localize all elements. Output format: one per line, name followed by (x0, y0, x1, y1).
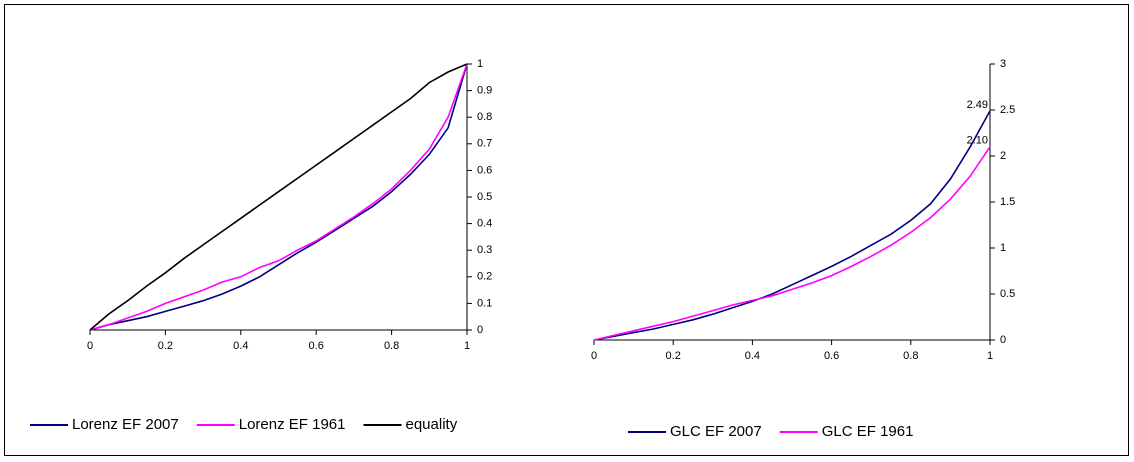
y-tick-label: 0.4 (477, 218, 492, 230)
y-tick-label: 0.7 (477, 138, 492, 150)
x-tick-label: 0 (591, 350, 597, 362)
series-line (593, 146, 991, 341)
x-tick-label: 0 (87, 340, 93, 352)
y-tick-label: 0 (1000, 334, 1006, 346)
x-tick-label: 0.2 (158, 340, 173, 352)
y-tick-label: 1.5 (1000, 196, 1015, 208)
legend-label: GLC EF 1961 (822, 423, 914, 440)
y-tick-label: 2.5 (1000, 104, 1015, 116)
legend-label: GLC EF 2007 (670, 423, 762, 440)
legend-label: Lorenz EF 1961 (239, 416, 346, 433)
x-tick-label: 1 (464, 340, 470, 352)
legend-label: equality (406, 416, 458, 433)
y-tick-label: 3 (1000, 58, 1006, 70)
series-line (89, 63, 468, 331)
x-tick-label: 0.2 (666, 350, 681, 362)
y-tick-label: 0.3 (477, 244, 492, 256)
chart-frame (4, 4, 1129, 456)
x-tick-label: 0.8 (384, 340, 399, 352)
y-tick-label: 0.5 (477, 191, 492, 203)
x-tick-label: 0.4 (745, 350, 760, 362)
data-label: 2.49 (967, 99, 988, 111)
series-line (89, 63, 468, 331)
y-tick-label: 0.9 (477, 85, 492, 97)
x-tick-label: 0.8 (903, 350, 918, 362)
data-label: 2.10 (967, 135, 988, 147)
y-tick-label: 0.5 (1000, 288, 1015, 300)
legend-label: Lorenz EF 2007 (72, 416, 179, 433)
y-tick-label: 1 (1000, 242, 1006, 254)
y-tick-label: 0 (477, 324, 483, 336)
y-tick-label: 0.8 (477, 111, 492, 123)
y-tick-label: 1 (477, 58, 483, 70)
series-line (89, 63, 468, 331)
y-tick-label: 2 (1000, 150, 1006, 162)
y-tick-label: 0.1 (477, 297, 492, 309)
x-tick-label: 0.4 (233, 340, 248, 352)
series-line (593, 110, 991, 341)
y-tick-label: 0.6 (477, 164, 492, 176)
x-tick-label: 1 (987, 350, 993, 362)
y-tick-label: 0.2 (477, 271, 492, 283)
x-tick-label: 0.6 (824, 350, 839, 362)
x-tick-label: 0.6 (309, 340, 324, 352)
